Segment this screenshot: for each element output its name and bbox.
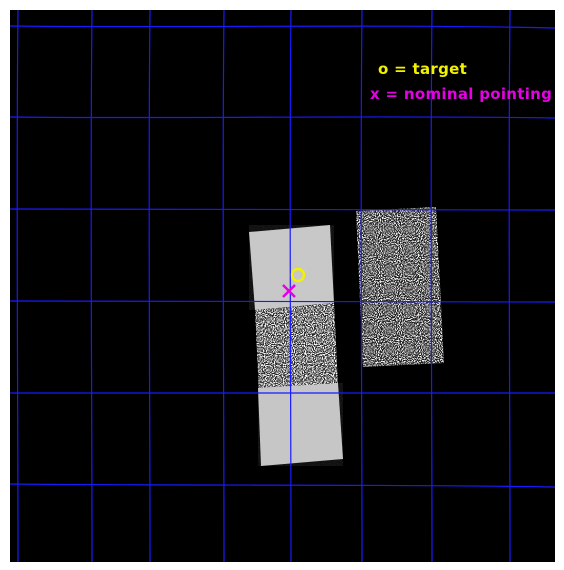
detector-chip-lower bbox=[258, 383, 343, 466]
nominal-pointing-marker bbox=[282, 284, 296, 298]
detector-chip-right bbox=[356, 207, 444, 367]
image-frame: o = target x = nominal pointing bbox=[10, 10, 555, 562]
target-marker bbox=[290, 267, 306, 283]
detector-chip-upper bbox=[249, 225, 334, 310]
coordinate-grid bbox=[10, 10, 555, 562]
detector-chip-middle bbox=[255, 303, 338, 394]
legend-nominal-label: x = nominal pointing bbox=[370, 85, 553, 103]
sky-image bbox=[10, 10, 555, 562]
legend-target-label: o = target bbox=[378, 60, 468, 78]
